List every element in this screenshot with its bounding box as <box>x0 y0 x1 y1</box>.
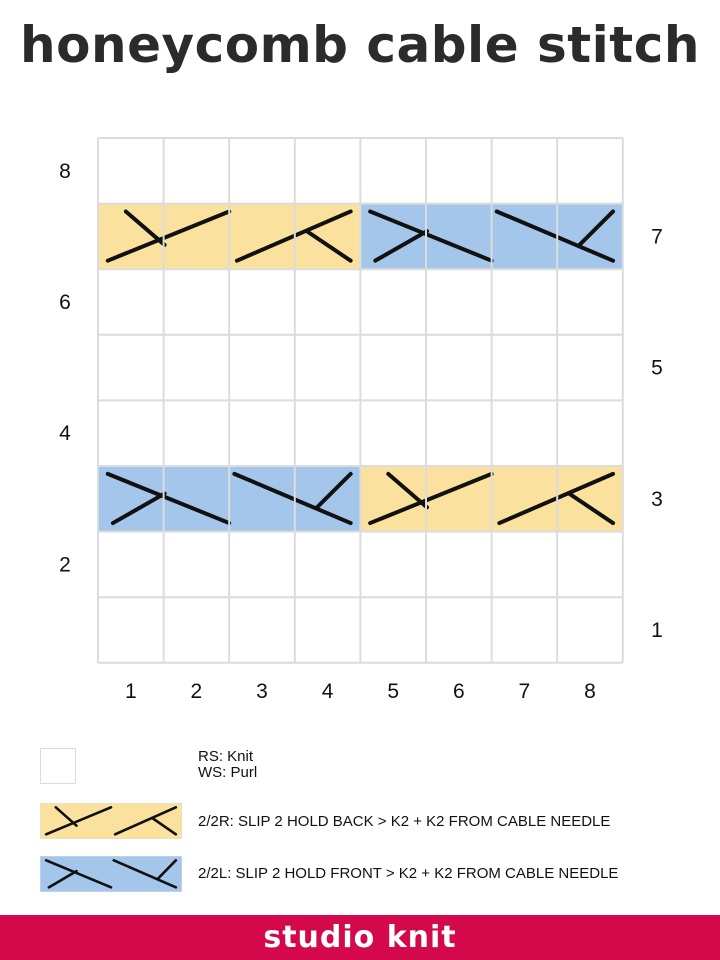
col-label-3: 3 <box>256 680 268 703</box>
row-label-2: 2 <box>59 553 71 576</box>
col-label-8: 8 <box>584 680 596 703</box>
legend-right-cross-symbol <box>40 803 182 839</box>
chart-labels: 1 2 3 4 5 6 7 8 8 6 4 2 7 5 3 1 <box>59 160 663 703</box>
brand-name: studio knit <box>263 920 457 955</box>
legend-knit-rs: RS: Knit <box>198 748 254 765</box>
col-label-1: 1 <box>125 680 137 703</box>
row-label-8: 8 <box>59 160 71 183</box>
row-label-5: 5 <box>651 357 663 380</box>
row-label-3: 3 <box>651 488 663 511</box>
cable-symbol-2-2L-2 <box>105 471 353 526</box>
legend-symbol-2-2L <box>44 859 178 889</box>
cable-symbol-2-2L-1 <box>368 209 616 263</box>
legend-knit-text: RS: Knit WS: Purl <box>198 749 257 781</box>
col-label-6: 6 <box>453 680 465 703</box>
col-label-4: 4 <box>322 680 334 703</box>
legend-left-cross-symbol <box>40 856 182 892</box>
row-label-6: 6 <box>59 291 71 314</box>
chart-title: honeycomb cable stitch <box>20 16 700 74</box>
cable-symbol-2-2R-3 <box>368 471 616 526</box>
footer-bar: studio knit <box>0 915 720 960</box>
chart-grid <box>97 137 624 664</box>
col-label-5: 5 <box>387 680 399 703</box>
row-label-1: 1 <box>651 619 663 642</box>
row-label-4: 4 <box>59 422 71 445</box>
col-label-7: 7 <box>519 680 531 703</box>
knitting-chart: 1 2 3 4 5 6 7 8 8 6 4 2 7 5 3 1 <box>59 137 663 703</box>
row-label-7: 7 <box>651 225 663 248</box>
col-label-2: 2 <box>191 680 203 703</box>
legend-left-cross-text: 2/2L: SLIP 2 HOLD FRONT > K2 + K2 FROM C… <box>198 865 619 882</box>
legend-right-cross-text: 2/2R: SLIP 2 HOLD BACK > K2 + K2 FROM CA… <box>198 813 611 830</box>
legend-symbol-2-2R <box>44 806 178 836</box>
legend-knit-ws: WS: Purl <box>198 764 258 781</box>
legend-knit-swatch <box>40 748 76 784</box>
